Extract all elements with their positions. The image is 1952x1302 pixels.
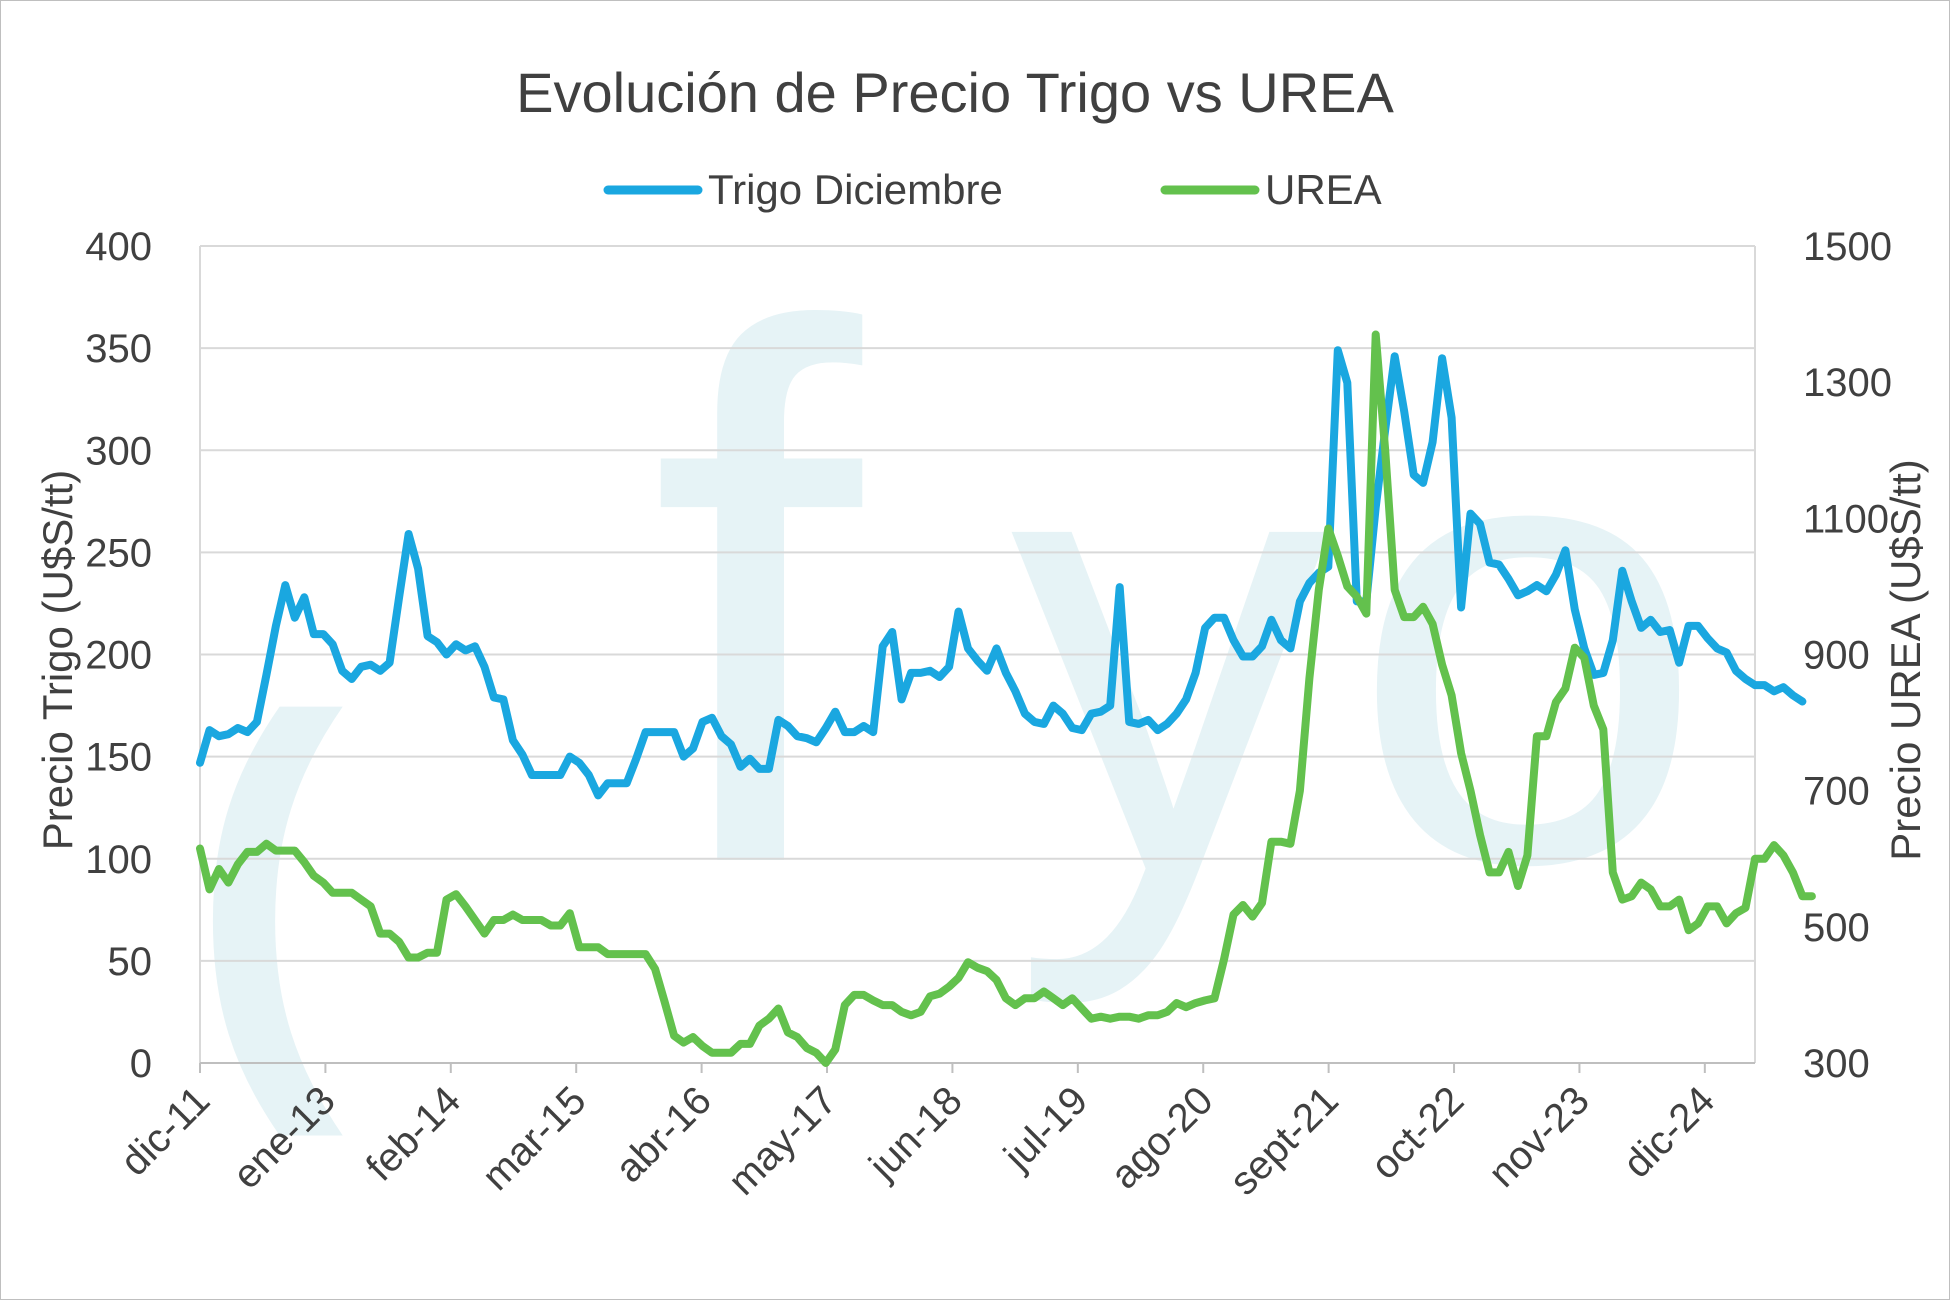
axes: [199, 246, 1756, 1064]
right-tick-label: 1300: [1803, 361, 1892, 405]
left-axis-title: Precio Trigo (U$S/tt): [34, 470, 81, 850]
x-tick-label: oct-22: [1363, 1078, 1473, 1188]
right-axis-title: Precio UREA (U$S/tt): [1882, 459, 1929, 860]
watermark: ( f y o: [190, 173, 1706, 1141]
watermark-o: o: [1350, 281, 1706, 996]
right-tick-label: 700: [1803, 770, 1870, 814]
x-tick-label: sept-21: [1222, 1078, 1347, 1203]
series-line-urea: [196, 330, 1816, 1067]
x-tick-label: dic-24: [1615, 1078, 1723, 1186]
x-tick-label: nov-23: [1480, 1078, 1598, 1196]
series-line-trigo: [196, 346, 1807, 800]
watermark-f: f: [650, 173, 864, 1022]
x-axis-ticks: dic-11 ene-13 feb-14 mar-15 abr-16 may-17 jun-…: [112, 1063, 1723, 1204]
left-tick-label: 100: [85, 838, 152, 882]
x-tick-label: ago-20: [1102, 1078, 1221, 1197]
right-axis-ticks: 300 500 700 900 1100 1300 1500: [1803, 225, 1892, 1086]
right-tick-label: 500: [1803, 906, 1870, 950]
chart-title: Evolución de Precio Trigo vs UREA: [516, 61, 1394, 124]
left-tick-label: 150: [85, 736, 152, 780]
left-tick-label: 50: [108, 940, 153, 984]
right-tick-label: 900: [1803, 634, 1870, 678]
x-tick-label: may-17: [720, 1078, 845, 1203]
legend-label-trigo: Trigo Diciembre: [708, 166, 1003, 213]
left-tick-label: 350: [85, 327, 152, 371]
x-tick-label: feb-14: [358, 1078, 469, 1189]
legend-label-urea: UREA: [1265, 166, 1382, 213]
right-tick-label: 300: [1803, 1042, 1870, 1086]
left-tick-label: 0: [130, 1042, 152, 1086]
right-tick-label: 1500: [1803, 225, 1892, 269]
left-tick-label: 300: [85, 429, 152, 473]
watermark-y: y: [1010, 291, 1330, 1010]
left-tick-label: 200: [85, 634, 152, 678]
x-tick-label: jun-18: [860, 1078, 970, 1188]
x-tick-label: jul-19: [995, 1078, 1096, 1179]
left-axis-ticks: 0 50 100 150 200 250 300 350 400: [85, 225, 152, 1086]
legend: Trigo Diciembre UREA: [603, 166, 1382, 213]
right-tick-label: 1100: [1803, 497, 1889, 541]
x-tick-label: abr-16: [607, 1078, 720, 1191]
x-tick-label: mar-15: [474, 1078, 595, 1199]
left-tick-label: 250: [85, 531, 152, 575]
left-tick-label: 400: [85, 225, 152, 269]
